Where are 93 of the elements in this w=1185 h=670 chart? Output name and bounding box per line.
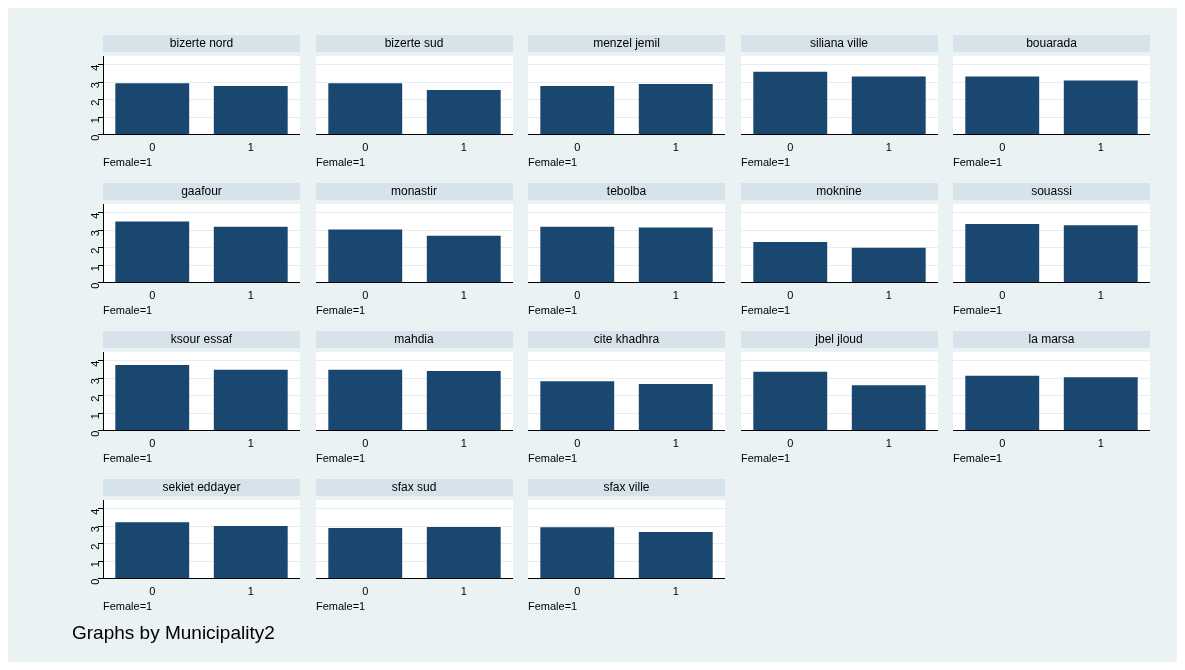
y-tick-label: 4 [89, 212, 102, 219]
x-tick-label: 1 [247, 141, 254, 154]
y-tick-label: 3 [89, 378, 102, 385]
x-tick-label: 1 [460, 585, 467, 598]
text: Graphs by Municipality2 [72, 622, 275, 644]
x-tick-label: 0 [786, 289, 793, 302]
x-tick-label: 0 [149, 289, 156, 302]
x-axis-title: Female=1 [528, 304, 578, 317]
x-tick-label: 1 [1097, 141, 1104, 154]
chart-title: menzel jemil [528, 35, 725, 52]
y-tick-label: 2 [89, 247, 102, 254]
x-axis-title: Female=1 [528, 156, 578, 169]
x-axis-title: Female=1 [953, 304, 1003, 317]
x-tick-label: 0 [361, 585, 368, 598]
x-tick-label: 0 [574, 289, 581, 302]
chart-title: bizerte sud [315, 35, 513, 52]
x-axis-title: Female=1 [528, 452, 578, 465]
y-tick-label: 0 [89, 578, 102, 585]
x-tick-label: 0 [786, 437, 793, 450]
x-axis-title: Female=1 [103, 452, 153, 465]
chart-title: cite khadhra [528, 331, 725, 348]
chart-title: siliana ville [740, 35, 938, 52]
x-axis-title: Female=1 [315, 156, 365, 169]
x-tick-label: 1 [672, 585, 679, 598]
chart-title: sekiet eddayer [103, 479, 300, 496]
y-tick-label: 2 [89, 99, 102, 106]
y-tick-label: 1 [89, 117, 102, 124]
chart-title: monastir [315, 183, 513, 200]
chart-title: sfax ville [528, 479, 725, 496]
x-tick-label: 1 [672, 437, 679, 450]
x-tick-label: 1 [460, 437, 467, 450]
y-tick-label: 4 [89, 508, 102, 515]
x-tick-label: 1 [247, 585, 254, 598]
y-tick-label: 3 [89, 526, 102, 533]
y-tick-label: 0 [89, 430, 102, 437]
x-tick-label: 1 [885, 289, 892, 302]
chart-title: bizerte nord [103, 35, 300, 52]
x-axis-title: Female=1 [103, 156, 153, 169]
x-tick-label: 0 [361, 141, 368, 154]
x-axis-title: Female=1 [103, 600, 153, 613]
y-tick-label: 3 [89, 230, 102, 237]
x-axis-title: Female=1 [315, 600, 365, 613]
x-tick-label: 1 [460, 141, 467, 154]
y-tick-label: 4 [89, 64, 102, 71]
x-tick-label: 0 [574, 585, 581, 598]
y-tick-label: 2 [89, 543, 102, 550]
x-tick-label: 1 [247, 289, 254, 302]
x-axis-title: Female=1 [528, 600, 578, 613]
x-tick-label: 0 [999, 289, 1006, 302]
y-tick-label: 1 [89, 561, 102, 568]
y-tick-label: 0 [89, 134, 102, 141]
y-tick-label: 2 [89, 395, 102, 402]
x-axis-title: Female=1 [315, 452, 365, 465]
x-tick-label: 1 [460, 289, 467, 302]
x-tick-label: 1 [1097, 289, 1104, 302]
x-tick-label: 0 [574, 141, 581, 154]
chart-title: moknine [740, 183, 938, 200]
x-tick-label: 0 [999, 141, 1006, 154]
x-tick-label: 1 [885, 141, 892, 154]
x-tick-label: 0 [786, 141, 793, 154]
chart-title: bouarada [953, 35, 1150, 52]
chart-title: ksour essaf [103, 331, 300, 348]
chart-title: la marsa [953, 331, 1150, 348]
x-tick-label: 0 [361, 289, 368, 302]
chart-title: sfax sud [315, 479, 513, 496]
x-tick-label: 1 [247, 437, 254, 450]
x-tick-label: 0 [574, 437, 581, 450]
x-axis-title: Female=1 [740, 156, 790, 169]
x-tick-label: 0 [149, 585, 156, 598]
x-axis-title: Female=1 [740, 304, 790, 317]
x-axis-title: Female=1 [953, 452, 1003, 465]
x-axis-title: Female=1 [953, 156, 1003, 169]
chart-title: tebolba [528, 183, 725, 200]
chart-title: gaafour [103, 183, 300, 200]
x-tick-label: 1 [672, 141, 679, 154]
y-tick-label: 1 [89, 265, 102, 272]
x-axis-title: Female=1 [740, 452, 790, 465]
chart-title: jbel jloud [740, 331, 938, 348]
y-tick-label: 4 [89, 360, 102, 367]
x-tick-label: 1 [885, 437, 892, 450]
y-tick-label: 0 [89, 282, 102, 289]
x-tick-label: 1 [1097, 437, 1104, 450]
x-tick-label: 0 [361, 437, 368, 450]
x-tick-label: 0 [999, 437, 1006, 450]
y-tick-label: 3 [89, 82, 102, 89]
y-tick-label: 1 [89, 413, 102, 420]
chart-title: mahdia [315, 331, 513, 348]
x-tick-label: 0 [149, 437, 156, 450]
chart-title: souassi [953, 183, 1150, 200]
x-tick-label: 0 [149, 141, 156, 154]
x-tick-label: 1 [672, 289, 679, 302]
x-axis-title: Female=1 [103, 304, 153, 317]
x-axis-title: Female=1 [315, 304, 365, 317]
